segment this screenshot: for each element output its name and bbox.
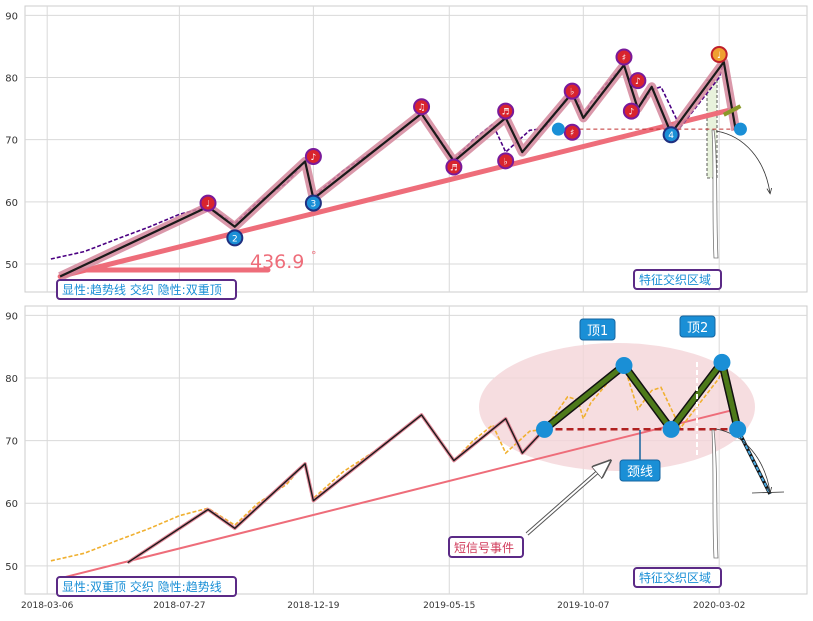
pivot-marker-7	[497, 152, 515, 170]
pivot-marker-3	[304, 194, 322, 212]
pivot-marker-label: 4	[668, 131, 674, 141]
signal-stroke	[711, 129, 719, 259]
pattern-ellipse	[479, 343, 755, 471]
pivot-marker-16	[733, 122, 747, 136]
pivot-marker-label: ♪	[635, 77, 641, 87]
breakdown-line	[736, 428, 771, 495]
top2-box	[679, 315, 716, 338]
signal-stroke	[711, 429, 719, 559]
pivot-marker-6	[497, 102, 515, 120]
pivot-marker-10	[615, 48, 633, 66]
pivot-marker-label: ♭	[504, 157, 508, 167]
y-tick-label: 60	[5, 198, 18, 209]
pivot-marker-label: 3	[311, 200, 317, 210]
trendline	[57, 106, 739, 279]
y-tick-label: 60	[5, 499, 18, 510]
curve-arrow	[715, 428, 770, 492]
pivot-marker-15	[551, 122, 565, 136]
x-tick-label: 2018-03-06	[21, 601, 74, 611]
y-tick-label: 70	[5, 136, 18, 147]
pattern-marker-1	[615, 356, 633, 374]
top-panel: 50 60 70 80 90 ♩ 2 ♪ 3 ♫ ♬ ♬ ♭ ♭ ♯ ♯ ♪ ♪ 4 ♩ 436.9 ° 显性:趋势…	[5, 5, 808, 300]
top-tag-box	[56, 279, 237, 300]
y-tick-label: 70	[5, 437, 18, 448]
y-tick-label: 50	[5, 562, 18, 573]
olive-segment	[722, 104, 742, 117]
pivot-marker-9	[563, 123, 581, 141]
pivot-marker-5	[445, 158, 463, 176]
pivot-marker-8	[563, 82, 581, 100]
bottom-tag-box	[56, 576, 237, 597]
pivot-marker-11	[622, 102, 640, 120]
angle-label: 436.9	[250, 251, 304, 273]
y-tick-label: 80	[5, 74, 18, 85]
pivot-marker-label: ♯	[622, 53, 626, 63]
short-signal-box	[448, 536, 524, 558]
pivot-marker-1	[226, 229, 244, 247]
pivot-marker-label: ♪	[628, 108, 634, 118]
top-zone-label: 特征交织区域	[639, 272, 711, 287]
pivot-marker-label: ♯	[570, 129, 574, 139]
degree-label: °	[311, 249, 317, 262]
x-tick-label: 2020-03-02	[693, 601, 745, 611]
pivot-marker-label: ♫	[418, 103, 426, 113]
neck-box	[619, 459, 661, 482]
bottom-zone-box	[633, 567, 722, 588]
y-tick-label: 50	[5, 260, 18, 271]
curve-arrow	[715, 130, 770, 193]
bottom-tag-label: 显性:双重顶 交织 隐性:趋势线	[62, 579, 222, 594]
y-tick-label: 90	[5, 11, 18, 22]
pivot-marker-13	[662, 126, 680, 144]
pivot-marker-label: 2	[232, 234, 238, 244]
y-tick-label: 80	[5, 374, 18, 385]
bottom-panel: 50 60 70 80 90 2018-03-06 2018-07-27 2018-12-1…	[5, 305, 808, 611]
pivot-marker-12	[629, 72, 647, 90]
pivot-marker-label: ♩	[206, 200, 210, 210]
pivot-marker-label: ♩	[717, 51, 721, 61]
y-tick-label: 90	[5, 311, 18, 322]
pattern-marker-0	[535, 420, 553, 438]
price-series	[50, 362, 737, 562]
zigzag-line	[59, 60, 737, 278]
pivot-marker-label: ♬	[450, 164, 458, 174]
pattern-marker-2	[662, 420, 680, 438]
x-tick-label: 2019-10-07	[557, 601, 609, 611]
x-tick-label: 2018-07-27	[153, 601, 205, 611]
top2-label: 顶2	[687, 321, 708, 336]
top-zone-box	[633, 269, 722, 290]
pivot-marker-14	[710, 45, 728, 63]
top1-box	[579, 318, 616, 341]
pattern-marker-3	[713, 353, 731, 371]
x-tick-label: 2018-12-19	[287, 601, 340, 611]
short-signal-arrow	[526, 461, 610, 535]
pivot-marker-4	[413, 98, 431, 116]
pivot-marker-label: ♪	[311, 153, 317, 163]
x-tick-label: 2019-05-15	[423, 601, 475, 611]
pivot-marker-label: ♭	[570, 88, 574, 98]
zigzag-line	[127, 414, 546, 564]
pivot-marker-label: ♬	[502, 108, 510, 118]
bottom-zone-label: 特征交织区域	[639, 570, 711, 585]
pivot-marker-0	[199, 194, 217, 212]
pivot-marker-2	[304, 147, 322, 165]
trendline	[59, 408, 737, 580]
short-signal-label: 短信号事件	[454, 541, 514, 555]
top-tag-label: 显性:趋势线 交织 隐性:双重顶	[62, 282, 222, 297]
pattern-marker-4	[729, 420, 747, 438]
top-plot-area	[24, 5, 808, 293]
top1-label: 顶1	[587, 324, 608, 339]
neck-label: 颈线	[627, 465, 653, 480]
